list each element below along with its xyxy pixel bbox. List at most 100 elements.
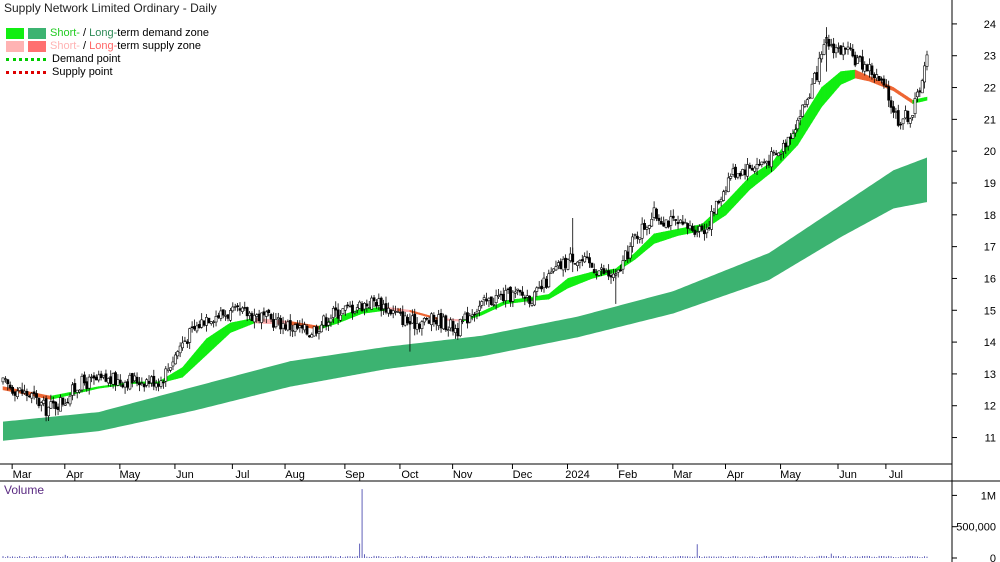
short-zone-segment — [206, 336, 210, 356]
candle-body — [485, 299, 488, 302]
candle-body — [662, 222, 666, 227]
candle-body — [592, 269, 596, 274]
candle-body — [205, 317, 208, 326]
short-zone-segment — [407, 309, 411, 313]
short-zone-segment — [38, 393, 42, 398]
short-zone-segment — [175, 369, 179, 380]
candle-body — [68, 395, 72, 405]
candle-body — [698, 226, 701, 232]
short-zone-segment — [653, 233, 657, 244]
candle-body — [920, 80, 924, 94]
short-zone-segment — [187, 358, 191, 374]
y-tick-label: 15 — [984, 305, 996, 317]
candle-body — [657, 217, 661, 221]
candle-body — [770, 151, 773, 168]
candle-body — [480, 301, 484, 306]
candle-body — [305, 325, 309, 335]
candle-body — [195, 325, 199, 332]
candle-body — [774, 153, 778, 156]
candle-body — [171, 361, 175, 367]
candle-body — [243, 307, 247, 309]
short-zone-segment — [96, 386, 100, 390]
candle-body — [6, 379, 10, 385]
candle-body — [85, 381, 89, 389]
short-zone-segment — [905, 94, 909, 101]
candle-body — [260, 312, 263, 323]
short-zone-segment — [184, 360, 188, 376]
candle-body — [94, 376, 98, 381]
candle-body — [257, 313, 261, 322]
candle-body — [779, 152, 783, 155]
candle-body — [461, 320, 465, 323]
candle-body — [841, 46, 845, 56]
short-zone-segment — [227, 322, 231, 336]
candle-body — [394, 311, 397, 313]
candle-body — [477, 305, 481, 311]
candle-body — [308, 335, 311, 338]
candle-body — [906, 110, 910, 122]
candle-body — [475, 311, 479, 314]
candle-body — [229, 310, 232, 321]
candle-body — [13, 391, 17, 396]
short-zone-segment — [191, 352, 195, 369]
candle-body — [844, 48, 848, 50]
candle-body — [798, 116, 802, 119]
short-zone-segment — [2, 386, 6, 391]
short-zone-segment — [488, 306, 492, 313]
candle-body — [655, 208, 658, 219]
y-tick-label: 13 — [984, 369, 996, 381]
candle-body — [410, 315, 414, 324]
short-zone-segment — [538, 295, 542, 301]
candle-body — [451, 321, 455, 332]
candle-body — [758, 163, 761, 166]
short-zone-segment — [225, 324, 229, 338]
candle-body — [681, 221, 685, 225]
y-tick-label: 20 — [984, 146, 996, 158]
short-zone-segment — [634, 249, 638, 261]
short-zone-segment — [196, 346, 200, 365]
candle-body — [679, 219, 682, 224]
short-zone-segment — [201, 340, 205, 360]
short-zone-segment — [804, 109, 808, 135]
short-zone-segment — [558, 283, 562, 295]
candle-body — [738, 172, 742, 177]
candle-body — [442, 316, 445, 330]
candle-body — [880, 78, 883, 81]
candle-body — [284, 324, 287, 330]
candle-body — [506, 288, 510, 290]
candle-body — [264, 311, 268, 317]
candle-body — [173, 354, 177, 365]
candle-body — [212, 321, 216, 323]
candle-body — [817, 57, 821, 82]
candle-body — [133, 375, 137, 382]
candle-body — [623, 250, 627, 261]
candle-body — [382, 303, 386, 310]
candle-body — [42, 399, 46, 404]
short-zone-segment — [739, 183, 743, 201]
candle-body — [384, 303, 388, 313]
x-tick-label: Dec — [513, 469, 533, 481]
legend-sep: / — [79, 40, 90, 52]
candle-body — [908, 118, 912, 124]
short-zone-segment — [91, 387, 95, 391]
candle-body — [700, 225, 704, 231]
candle-body — [813, 72, 816, 84]
legend-rest-text: term demand zone — [117, 27, 209, 39]
short-zone-segment — [857, 70, 861, 80]
short-zone-segment — [641, 242, 645, 255]
candle-body — [865, 64, 869, 72]
candle-body — [281, 323, 285, 329]
short-zone-segment — [419, 312, 423, 316]
candle-body — [161, 381, 165, 384]
candle-body — [707, 227, 711, 230]
candle-body — [647, 225, 651, 229]
y-tick-label: 14 — [984, 337, 996, 349]
candle-body — [676, 221, 680, 225]
candle-body — [494, 295, 498, 304]
candle-body — [272, 319, 275, 328]
candle-body — [396, 311, 400, 313]
candle-body — [796, 119, 800, 130]
candle-body — [360, 303, 364, 312]
candle-body — [152, 375, 156, 387]
candle-body — [822, 44, 826, 55]
